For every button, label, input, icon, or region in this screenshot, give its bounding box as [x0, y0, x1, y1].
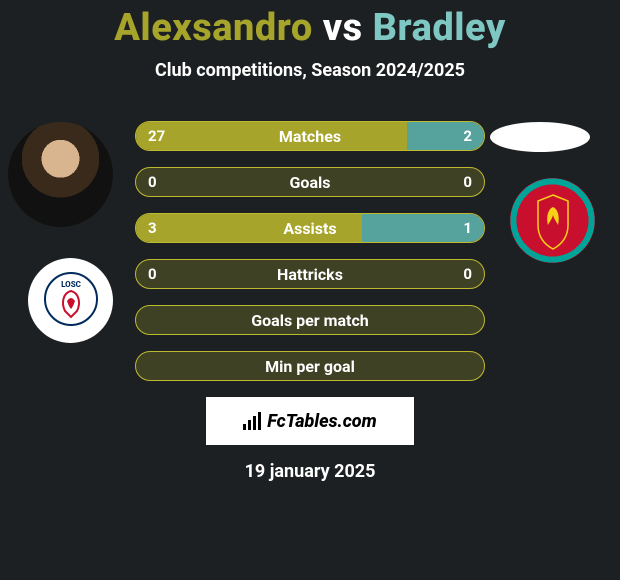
- stat-row-hattricks: Hattricks0 0: [135, 259, 485, 289]
- stat-value-left: 0: [148, 260, 157, 288]
- stat-label: Goals: [136, 168, 484, 196]
- stat-value-right: 2: [463, 122, 472, 150]
- comparison-date: 19 january 2025: [0, 461, 620, 482]
- stat-row-goals: Goals0 0: [135, 167, 485, 197]
- stat-label: Goals per match: [136, 306, 484, 334]
- fctables-text: FcTables.com: [267, 411, 376, 432]
- vs-separator: vs: [313, 6, 373, 50]
- player2-club-badge: [510, 178, 595, 263]
- player2-photo: [490, 122, 590, 152]
- stat-row-assists: Assists3 1: [135, 213, 485, 243]
- stat-label: Matches: [136, 122, 484, 150]
- stat-row-min-per-goal: Min per goal: [135, 351, 485, 381]
- stat-value-right: 0: [463, 260, 472, 288]
- stats-container: Matches272Goals00Assists31Hattricks00Goa…: [135, 121, 485, 381]
- stat-value-right: 1: [463, 214, 472, 242]
- player1-name: Alexsandro: [114, 6, 313, 50]
- page-title: Alexsandro vs Bradley: [0, 0, 620, 50]
- fctables-logo-box: FcTables.com: [206, 397, 414, 445]
- stat-label: Hattricks: [136, 260, 484, 288]
- subtitle: Club competitions, Season 2024/2025: [0, 60, 620, 81]
- player2-name: Bradley: [373, 6, 506, 50]
- stat-value-left: 3: [148, 214, 157, 242]
- stat-value-left: 0: [148, 168, 157, 196]
- stat-value-right: 0: [463, 168, 472, 196]
- stat-row-goals-per-match: Goals per match: [135, 305, 485, 335]
- player1-photo: [8, 122, 113, 227]
- stat-label: Assists: [136, 214, 484, 242]
- player1-club-badge: LOSC: [28, 258, 113, 343]
- losc-badge-text: LOSC: [43, 271, 99, 330]
- stat-value-left: 27: [148, 122, 165, 150]
- logo-bars-icon: [243, 412, 261, 430]
- stat-row-matches: Matches27 2: [135, 121, 485, 151]
- svg-text:LOSC: LOSC: [61, 280, 82, 289]
- stat-label: Min per goal: [136, 352, 484, 380]
